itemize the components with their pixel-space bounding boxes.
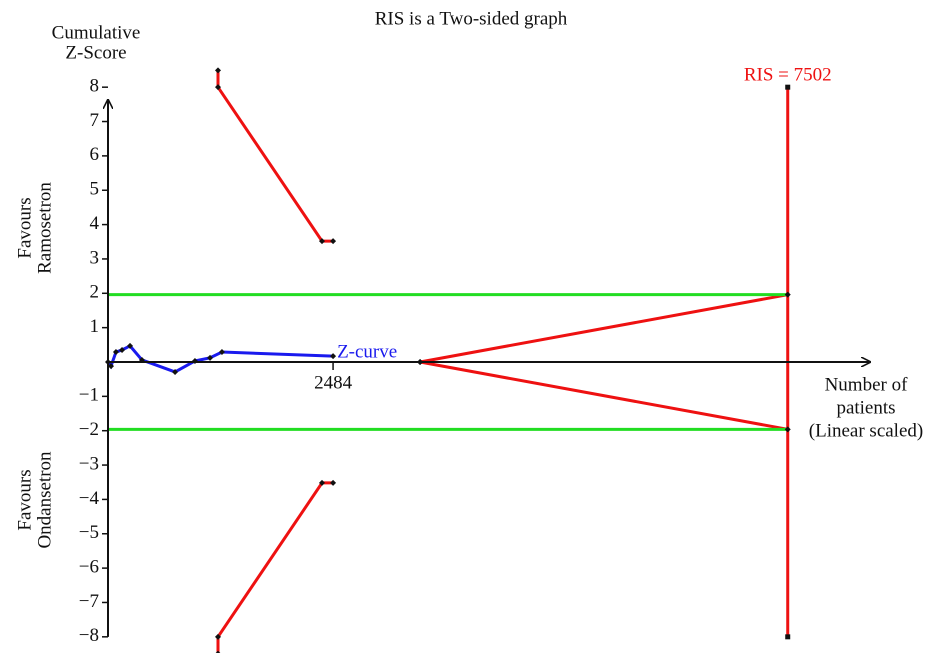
y-tick-label: −1: [79, 385, 99, 406]
ris-label: RIS = 7502: [744, 64, 832, 85]
x-axis-label: patients: [836, 397, 895, 418]
point: [319, 238, 326, 245]
point: [784, 426, 791, 433]
y-tick-label: 1: [90, 316, 100, 337]
y-tick-label: 5: [90, 179, 100, 200]
point: [138, 356, 145, 363]
favours-top: Favours Ramosetron: [14, 182, 55, 274]
point: [784, 291, 791, 298]
point: [112, 349, 119, 356]
favours-bottom: Favours Ondansetron: [14, 451, 55, 549]
y-tick-label: 7: [90, 110, 100, 131]
ris-marker: [785, 84, 791, 90]
chart-title: RIS is a Two-sided graph: [375, 8, 568, 29]
point: [214, 633, 221, 640]
boundary-line: [419, 293, 788, 364]
point: [107, 363, 114, 370]
point: [207, 354, 214, 361]
y-tick-label: −2: [79, 419, 99, 440]
point: [215, 650, 221, 653]
point: [330, 353, 337, 360]
x-tick-label: 2484: [314, 372, 353, 393]
y-tick-label: 3: [90, 247, 100, 268]
point: [214, 84, 221, 91]
y-tick-label: −7: [79, 591, 99, 612]
y-tick-label: 4: [90, 213, 100, 234]
favours-label: Ondansetron: [34, 451, 55, 549]
point: [214, 67, 221, 74]
y-axis-label: Cumulative: [52, 22, 141, 43]
y-tick-label: 6: [90, 144, 100, 165]
boundary-line: [216, 481, 334, 653]
favours-label: Ramosetron: [34, 182, 55, 274]
point: [417, 359, 424, 365]
point: [127, 342, 134, 349]
z-curve-label: Z-curve: [337, 342, 397, 363]
point: [218, 349, 225, 356]
y-axis-label: Z-Score: [65, 42, 126, 63]
boundary-line: [419, 360, 788, 431]
ris-marker: [785, 634, 791, 640]
favours-label: Favours: [14, 469, 35, 530]
x-axis-label: (Linear scaled): [809, 420, 923, 441]
y-tick-label: −3: [79, 453, 99, 474]
y-tick-label: −4: [79, 488, 100, 509]
point: [330, 238, 337, 245]
favours-label: Favours: [14, 197, 35, 258]
y-tick-label: 8: [90, 76, 100, 97]
point: [330, 479, 337, 486]
x-axis-label: Number of: [825, 374, 909, 395]
boundary-line: [216, 70, 334, 243]
y-tick-label: −5: [79, 522, 99, 543]
point: [172, 368, 179, 375]
point: [191, 357, 198, 364]
y-tick-label: −6: [79, 556, 99, 577]
point: [119, 346, 126, 353]
point: [105, 359, 111, 365]
y-tick-label: 2: [90, 282, 100, 303]
y-tick-label: −8: [79, 625, 99, 646]
point: [319, 479, 326, 486]
